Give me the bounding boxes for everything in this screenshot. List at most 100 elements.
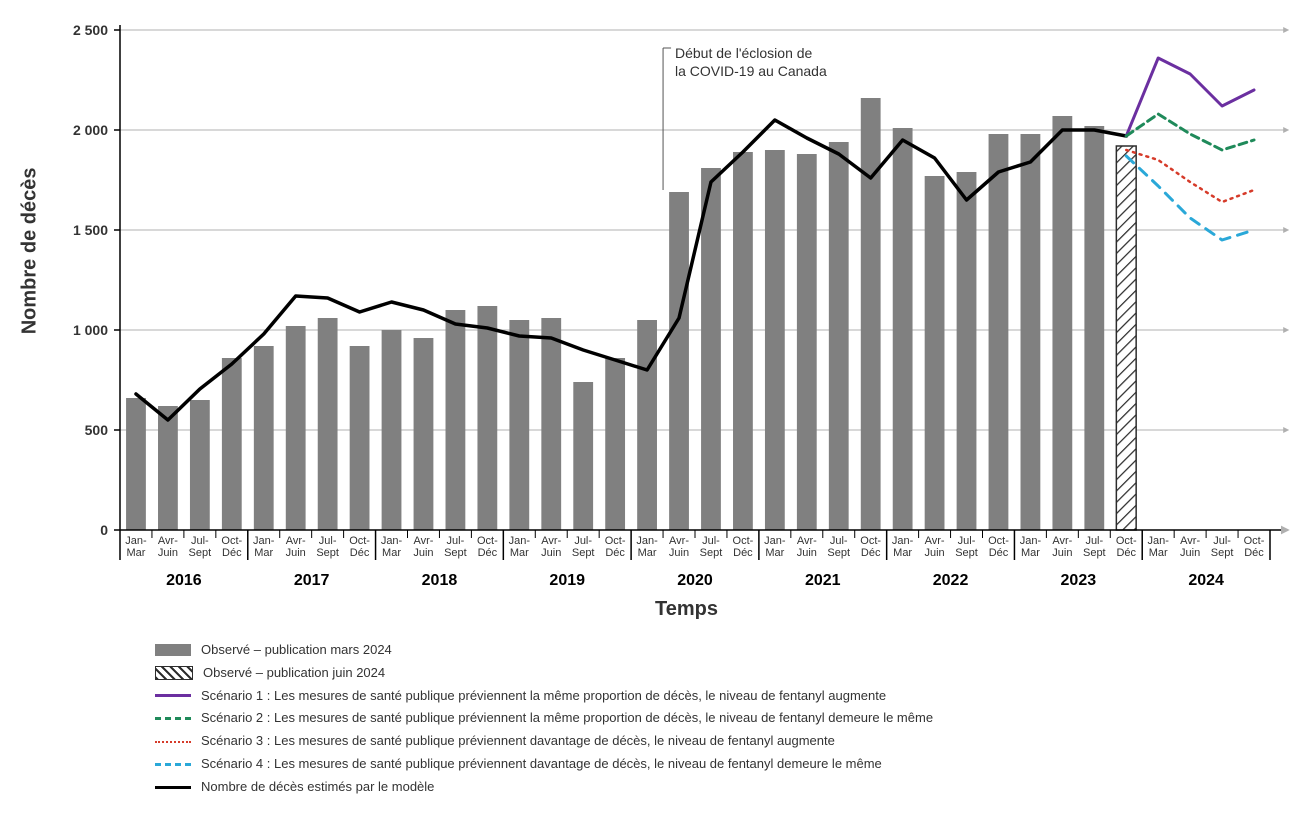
- svg-text:Jul-: Jul-: [702, 535, 720, 547]
- observed-bar: [989, 134, 1009, 530]
- svg-text:Oct-: Oct-: [221, 535, 242, 547]
- chart-container: 05001 0001 5002 0002 500Jan-MarAvr-JuinJ…: [0, 0, 1297, 825]
- observed-bar: [318, 318, 338, 530]
- observed-bar: [1084, 126, 1104, 530]
- svg-text:Juin: Juin: [797, 547, 817, 559]
- svg-text:Avr-: Avr-: [925, 535, 945, 547]
- svg-text:1 500: 1 500: [73, 222, 108, 238]
- legend-label: Observé – publication mars 2024: [201, 640, 392, 661]
- svg-text:Juin: Juin: [541, 547, 561, 559]
- observed-bar: [861, 98, 881, 530]
- svg-text:Oct-: Oct-: [1244, 535, 1265, 547]
- legend-swatch: [155, 786, 191, 789]
- svg-text:Mar: Mar: [382, 547, 401, 559]
- model-line: [136, 120, 1126, 420]
- svg-text:Jan-: Jan-: [1147, 535, 1169, 547]
- observed-bar: [446, 310, 466, 530]
- svg-text:Jul-: Jul-: [191, 535, 209, 547]
- svg-text:Jan-: Jan-: [253, 535, 275, 547]
- svg-text:2017: 2017: [294, 572, 330, 589]
- observed-bar-hatched: [1116, 146, 1136, 530]
- observed-bar: [126, 398, 146, 530]
- svg-text:Oct-: Oct-: [477, 535, 498, 547]
- svg-text:Avr-: Avr-: [541, 535, 561, 547]
- svg-text:Mar: Mar: [893, 547, 912, 559]
- svg-text:Juin: Juin: [1180, 547, 1200, 559]
- observed-bar: [573, 382, 593, 530]
- observed-bar: [509, 320, 529, 530]
- observed-bar: [893, 128, 913, 530]
- covid-annotation-line2: la COVID-19 au Canada: [675, 63, 827, 81]
- observed-bar: [765, 150, 785, 530]
- observed-bar: [1052, 116, 1072, 530]
- svg-text:Mar: Mar: [510, 547, 529, 559]
- legend-item: Scénario 4 : Les mesures de santé publiq…: [155, 754, 933, 775]
- svg-text:Jul-: Jul-: [830, 535, 848, 547]
- svg-text:Avr-: Avr-: [669, 535, 689, 547]
- svg-text:Déc: Déc: [989, 547, 1009, 559]
- svg-text:Déc: Déc: [733, 547, 753, 559]
- svg-text:0: 0: [100, 522, 108, 538]
- svg-text:Oct-: Oct-: [733, 535, 754, 547]
- covid-annotation: Début de l'éclosion de la COVID-19 au Ca…: [675, 45, 827, 80]
- svg-text:Jul-: Jul-: [574, 535, 592, 547]
- svg-text:Mar: Mar: [1021, 547, 1040, 559]
- svg-text:Oct-: Oct-: [605, 535, 626, 547]
- svg-text:Sept: Sept: [700, 547, 723, 559]
- svg-text:Sept: Sept: [316, 547, 339, 559]
- svg-text:Sept: Sept: [827, 547, 850, 559]
- observed-bar: [222, 358, 242, 530]
- observed-bar: [254, 346, 274, 530]
- svg-text:Déc: Déc: [350, 547, 370, 559]
- svg-text:Sept: Sept: [444, 547, 467, 559]
- svg-text:2020: 2020: [677, 572, 713, 589]
- svg-text:Déc: Déc: [1244, 547, 1264, 559]
- legend-item: Observé – publication mars 2024: [155, 640, 933, 661]
- legend-swatch: [155, 717, 191, 720]
- svg-text:Déc: Déc: [222, 547, 242, 559]
- observed-bar: [158, 406, 178, 530]
- legend-label: Scénario 1 : Les mesures de santé publiq…: [201, 686, 886, 707]
- observed-bar: [797, 154, 817, 530]
- observed-bar: [925, 176, 945, 530]
- svg-text:1 000: 1 000: [73, 322, 108, 338]
- legend-swatch: [155, 644, 191, 656]
- svg-text:Sept: Sept: [1211, 547, 1234, 559]
- svg-text:2022: 2022: [933, 572, 969, 589]
- svg-text:Avr-: Avr-: [797, 535, 817, 547]
- svg-text:500: 500: [85, 422, 109, 438]
- svg-text:Mar: Mar: [126, 547, 145, 559]
- covid-annotation-line1: Début de l'éclosion de: [675, 45, 827, 63]
- observed-bar: [701, 168, 721, 530]
- svg-text:Juin: Juin: [413, 547, 433, 559]
- legend-swatch: [155, 763, 191, 766]
- svg-text:Juin: Juin: [1052, 547, 1072, 559]
- observed-bar: [477, 306, 497, 530]
- svg-text:2 000: 2 000: [73, 122, 108, 138]
- svg-text:2021: 2021: [805, 572, 841, 589]
- svg-text:Juin: Juin: [286, 547, 306, 559]
- chart-legend: Observé – publication mars 2024Observé –…: [155, 640, 933, 800]
- observed-bar: [957, 172, 977, 530]
- svg-text:Avr-: Avr-: [1052, 535, 1072, 547]
- svg-text:Déc: Déc: [1116, 547, 1136, 559]
- legend-swatch: [155, 741, 191, 743]
- svg-text:Sept: Sept: [189, 547, 212, 559]
- svg-text:Juin: Juin: [924, 547, 944, 559]
- scenario-line: [1126, 114, 1254, 150]
- scenario-line: [1126, 58, 1254, 136]
- svg-text:Mar: Mar: [254, 547, 273, 559]
- legend-item: Scénario 1 : Les mesures de santé publiq…: [155, 686, 933, 707]
- svg-text:Jan-: Jan-: [636, 535, 658, 547]
- observed-bar: [541, 318, 561, 530]
- svg-text:Oct-: Oct-: [349, 535, 370, 547]
- svg-text:Jul-: Jul-: [447, 535, 465, 547]
- svg-text:Avr-: Avr-: [158, 535, 178, 547]
- y-axis-label: Nombre de décès: [19, 168, 42, 335]
- svg-text:Jan-: Jan-: [892, 535, 914, 547]
- svg-text:2024: 2024: [1188, 572, 1224, 589]
- svg-text:Jul-: Jul-: [319, 535, 337, 547]
- svg-text:2016: 2016: [166, 572, 202, 589]
- svg-text:Mar: Mar: [765, 547, 784, 559]
- legend-label: Nombre de décès estimés par le modèle: [201, 777, 434, 798]
